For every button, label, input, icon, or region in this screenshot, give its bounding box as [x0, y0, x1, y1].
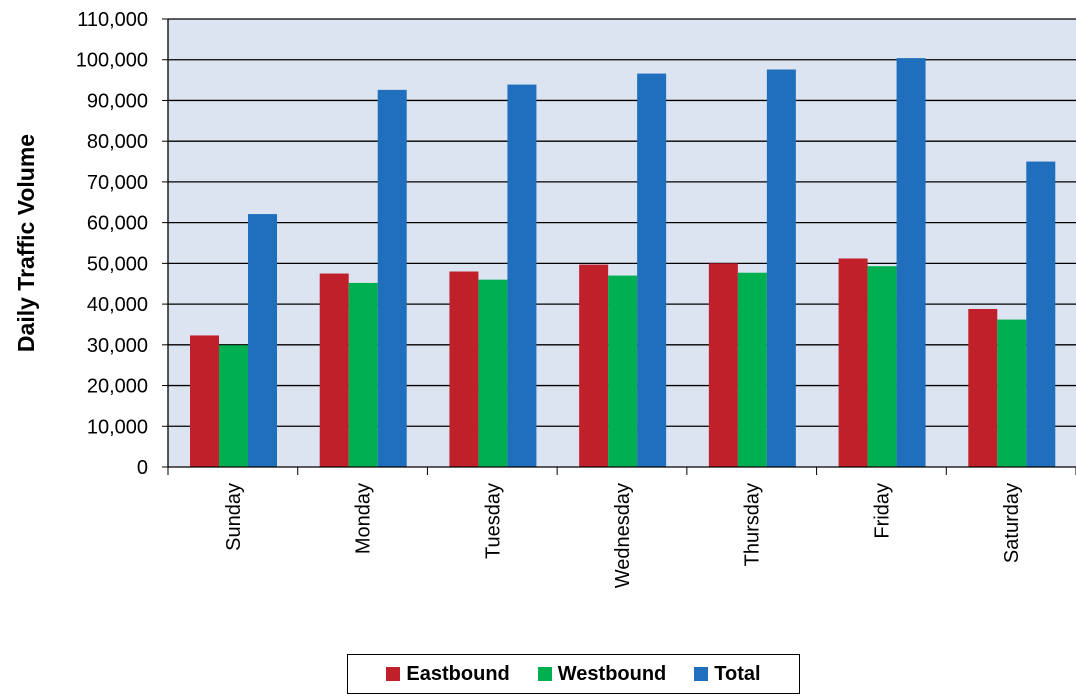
bar-total-thursday	[766, 69, 796, 467]
y-tick-label: 90,000	[87, 90, 148, 112]
y-tick-labels: 0 10,000 20,000 30,000 40,000 50,000 60,000 70,…	[76, 9, 148, 479]
y-tick-label: 30,000	[87, 335, 148, 357]
bar-eastbound-monday	[319, 273, 349, 467]
x-tick-label: Friday	[871, 483, 893, 539]
legend-swatch	[537, 667, 552, 681]
legend-item-total: Total	[694, 662, 761, 686]
bar-eastbound-wednesday	[579, 264, 609, 467]
bar-total-sunday	[248, 214, 277, 467]
bar-eastbound-saturday	[968, 308, 998, 467]
legend-label: Eastbound	[406, 662, 510, 685]
y-axis-label: Daily Traffic Volume	[13, 134, 39, 352]
bar-westbound-sunday	[219, 345, 248, 467]
bar-total-tuesday	[507, 84, 537, 467]
x-tick-label: Tuesday	[482, 483, 504, 559]
x-tick-label: Wednesday	[612, 483, 634, 588]
bar-westbound-wednesday	[608, 275, 638, 467]
x-tick-label: Sunday	[223, 483, 245, 551]
axes	[167, 19, 1076, 475]
legend-item-westbound: Westbound	[537, 662, 667, 686]
bar-eastbound-thursday	[708, 263, 738, 467]
y-tick-label: 50,000	[87, 253, 148, 275]
y-tick-label: 80,000	[87, 131, 148, 153]
y-tick-label: 110,000	[77, 9, 148, 31]
bar-total-monday	[377, 89, 407, 468]
bar-total-wednesday	[637, 73, 667, 467]
bar-eastbound-sunday	[190, 335, 219, 467]
legend-swatch	[694, 667, 709, 681]
bar-total-friday	[896, 58, 926, 468]
bar-eastbound-friday	[838, 258, 868, 467]
y-tick-label: 70,000	[87, 172, 148, 194]
x-tick-label: Monday	[353, 483, 375, 554]
bar-westbound-tuesday	[478, 279, 508, 467]
y-tick-label: 100,000	[76, 50, 148, 72]
legend-label: Total	[714, 662, 761, 685]
y-tick-label: 20,000	[87, 376, 148, 398]
y-tick-label: 0	[137, 457, 148, 479]
y-tick-label: 60,000	[87, 213, 148, 235]
bar-westbound-monday	[348, 282, 378, 467]
y-tick-label: 40,000	[87, 294, 148, 316]
bar-westbound-friday	[867, 266, 897, 467]
x-tick-label: Saturday	[1001, 483, 1023, 563]
bar-eastbound-tuesday	[449, 271, 479, 467]
legend-label: Westbound	[557, 662, 667, 685]
y-tick-label: 10,000	[87, 416, 148, 438]
bar-chart: 0 10,000 20,000 30,000 40,000 50,000 60,000 70,…	[13, 9, 1076, 588]
x-tick-labels: Sunday Monday Tuesday Wednesday Thursday Frid…	[223, 483, 1023, 588]
legend-item-eastbound: Eastbound	[386, 662, 510, 686]
legend: Eastbound Westbound Total	[347, 654, 800, 694]
bar-total-saturday	[1026, 161, 1056, 467]
bar-westbound-saturday	[997, 319, 1027, 467]
legend-swatch	[386, 667, 401, 681]
bar-westbound-thursday	[737, 272, 767, 467]
x-tick-label: Thursday	[742, 483, 764, 566]
bars	[190, 58, 1056, 468]
